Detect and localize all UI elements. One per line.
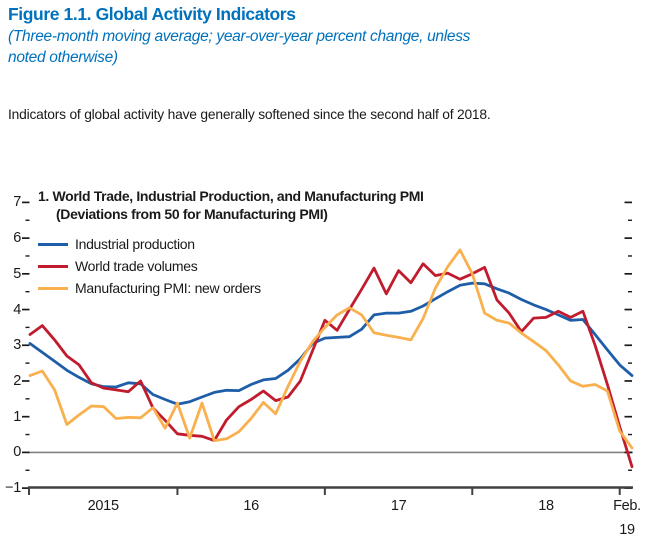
x-axis-label-17: 17	[390, 498, 407, 514]
figure-subtitle-line2: noted otherwise)	[8, 49, 118, 66]
legend-item-manufacturing-pmi: Manufacturing PMI: new orders	[38, 278, 261, 298]
legend-label-manufacturing-pmi: Manufacturing PMI: new orders	[75, 280, 261, 296]
world-trade-volumes-line-swatch	[38, 264, 68, 268]
x-axis-label-18: 18	[538, 498, 554, 514]
legend-label-industrial-production: Industrial production	[75, 236, 195, 252]
y-axis-label-4: 4	[13, 301, 21, 318]
x-axis-label-2015: 2015	[87, 498, 119, 514]
y-axis-label-7: 7	[13, 194, 21, 211]
x-axis-label-16: 16	[243, 498, 259, 514]
manufacturing-pmi-line	[28, 248, 634, 450]
industrial-production-line-swatch	[38, 242, 68, 246]
y-axis-label-3: 3	[13, 337, 21, 354]
y-axis-label-−1: −1	[5, 480, 21, 497]
y-axis-label-0: 0	[13, 444, 21, 461]
world-trade-volumes-line	[28, 262, 634, 469]
y-axis-label-1: 1	[13, 408, 21, 425]
legend-label-world-trade-volumes: World trade volumes	[75, 258, 198, 274]
legend-item-world-trade-volumes: World trade volumes	[38, 256, 198, 276]
manufacturing-pmi-line-swatch	[38, 286, 68, 290]
panel-title-line2: (Deviations from 50 for Manufacturing PM…	[56, 206, 328, 222]
figure-subtitle-line1: (Three-month moving average; year-over-y…	[8, 28, 471, 45]
legend-item-industrial-production: Industrial production	[38, 234, 195, 254]
y-axis-label-2: 2	[13, 373, 21, 389]
x-axis-label-19: 19	[619, 522, 635, 538]
industrial-production-line	[28, 281, 634, 406]
x-axis-label-feb: Feb.	[613, 498, 641, 514]
figure-deck-sentence: Indicators of global activity have gener…	[8, 107, 491, 122]
y-axis-label-6: 6	[13, 230, 21, 247]
panel-title-line1: 1. World Trade, Industrial Production, a…	[38, 188, 424, 204]
figure-title: Figure 1.1. Global Activity Indicators	[8, 4, 296, 24]
y-axis-label-5: 5	[13, 265, 21, 282]
